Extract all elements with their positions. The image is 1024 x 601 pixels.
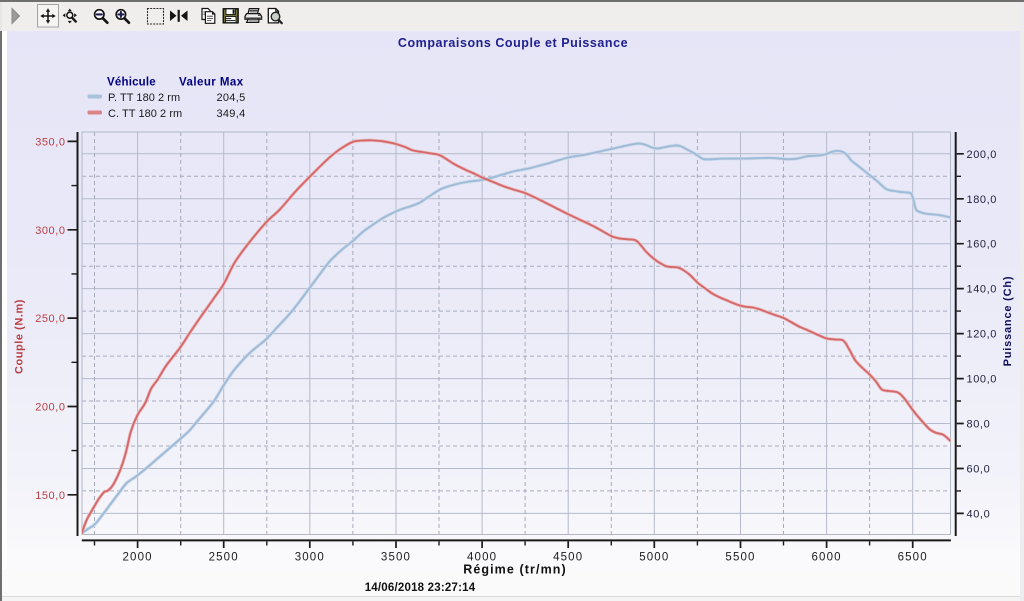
svg-text:Valeur Max: Valeur Max	[179, 77, 244, 89]
svg-text:140,0: 140,0	[967, 284, 998, 296]
svg-text:Véhicule: Véhicule	[107, 77, 156, 89]
svg-text:6000: 6000	[812, 552, 842, 564]
svg-text:C. TT 180 2 rm: C. TT 180 2 rm	[108, 108, 182, 120]
svg-text:5500: 5500	[725, 552, 755, 564]
svg-text:349,4: 349,4	[216, 108, 245, 120]
svg-text:204,5: 204,5	[216, 92, 245, 104]
svg-text:2000: 2000	[123, 552, 153, 564]
svg-text:300,0: 300,0	[35, 225, 65, 237]
svg-text:200,0: 200,0	[967, 149, 998, 161]
svg-text:200,0: 200,0	[35, 402, 65, 414]
svg-text:Couple (N.m): Couple (N.m)	[14, 299, 26, 374]
svg-text:350,0: 350,0	[35, 136, 65, 148]
svg-text:150,0: 150,0	[35, 490, 65, 502]
svg-text:4000: 4000	[467, 552, 497, 564]
svg-text:4500: 4500	[553, 552, 583, 564]
svg-text:Comparaisons Couple et Puissan: Comparaisons Couple et Puissance	[398, 36, 628, 50]
svg-text:160,0: 160,0	[967, 239, 998, 251]
svg-text:100,0: 100,0	[967, 374, 998, 386]
svg-text:2500: 2500	[209, 552, 239, 564]
svg-text:120,0: 120,0	[967, 329, 998, 341]
svg-text:P. TT 180 2 rm: P. TT 180 2 rm	[108, 92, 180, 104]
svg-text:Régime (tr/mn): Régime (tr/mn)	[463, 563, 567, 577]
svg-text:14/06/2018 23:27:14: 14/06/2018 23:27:14	[365, 582, 476, 594]
svg-text:40,0: 40,0	[967, 508, 991, 520]
svg-text:6500: 6500	[898, 552, 928, 564]
svg-text:80,0: 80,0	[967, 419, 991, 431]
svg-text:180,0: 180,0	[967, 194, 998, 206]
svg-text:5000: 5000	[639, 552, 669, 564]
svg-text:250,0: 250,0	[35, 313, 65, 325]
svg-text:60,0: 60,0	[967, 464, 991, 476]
svg-text:3000: 3000	[295, 552, 325, 564]
svg-text:3500: 3500	[381, 552, 411, 564]
svg-text:Puissance (Ch): Puissance (Ch)	[1002, 276, 1014, 367]
